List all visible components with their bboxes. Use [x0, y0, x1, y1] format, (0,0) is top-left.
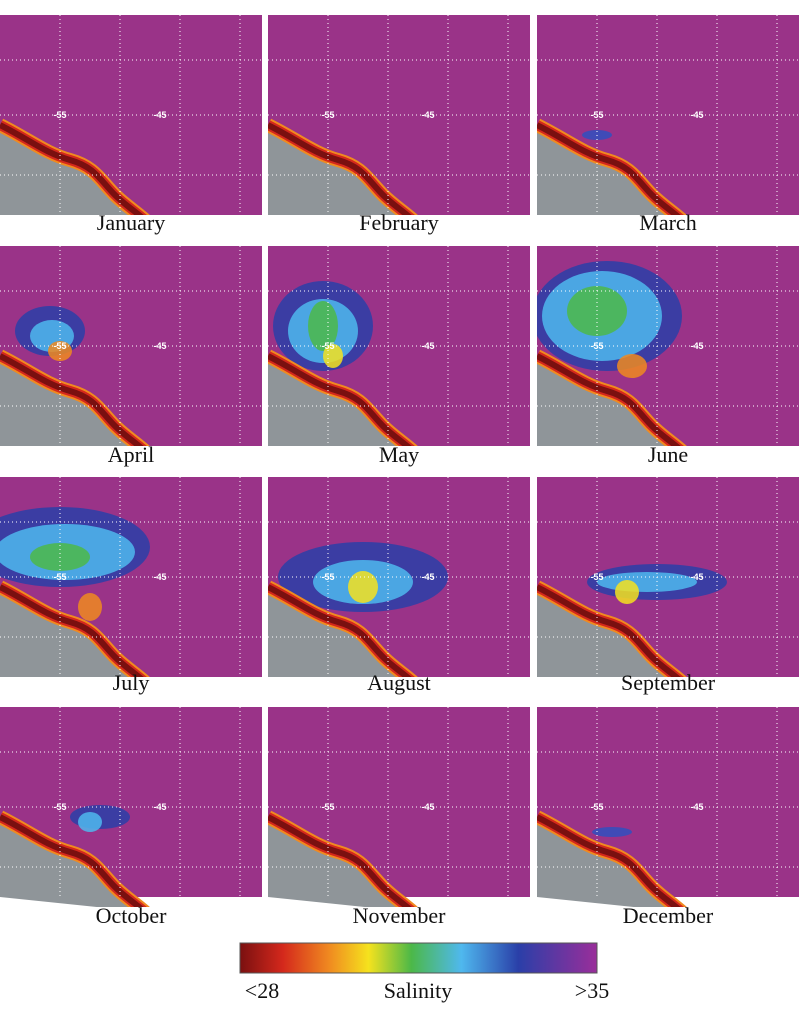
plume: [348, 571, 378, 603]
grid-label: -55: [590, 572, 603, 582]
grid-label: -55: [53, 572, 66, 582]
month-label: August: [367, 670, 431, 695]
map-panel: -55 -45: [268, 707, 530, 907]
map-panel: -55 -45: [537, 15, 799, 215]
colorbar-min: <28: [245, 978, 279, 1003]
grid-label: -55: [53, 341, 66, 351]
grid-label: -45: [421, 572, 434, 582]
month-label: November: [353, 903, 447, 928]
month-label: May: [379, 442, 419, 467]
month-label: February: [359, 210, 438, 235]
month-label: September: [621, 670, 716, 695]
plume: [78, 812, 102, 832]
coast-band: [268, 122, 412, 215]
grid-label: -45: [421, 802, 434, 812]
coast-band: [537, 122, 681, 215]
map-panel: -55 -45: [537, 707, 799, 907]
coast-band: [0, 814, 144, 907]
map-panel: -55 -45: [0, 15, 262, 215]
grid-label: -45: [153, 802, 166, 812]
grid-label: -45: [421, 341, 434, 351]
month-label: July: [113, 670, 150, 695]
grid-label: -45: [153, 572, 166, 582]
grid-label: -45: [153, 110, 166, 120]
grid-label: -45: [153, 341, 166, 351]
coast-band: [537, 353, 681, 446]
grid-label: -45: [690, 572, 703, 582]
map-panel: -55 -45: [268, 477, 530, 677]
coast-band: [268, 353, 412, 446]
coast-band: [0, 584, 144, 677]
colorbar-max: >35: [575, 978, 609, 1003]
plume: [615, 580, 639, 604]
grid-label: -55: [590, 802, 603, 812]
coast-band: [537, 584, 681, 677]
grid-label: -45: [690, 341, 703, 351]
map-panel: -55 -45: [0, 246, 262, 446]
month-label: June: [648, 442, 688, 467]
plume: [308, 301, 338, 351]
plume: [78, 593, 102, 621]
coast-band: [268, 814, 412, 907]
grid-label: -55: [53, 802, 66, 812]
grid-label: -55: [590, 341, 603, 351]
month-label: October: [96, 903, 168, 928]
plume: [617, 354, 647, 378]
colorbar-title: Salinity: [384, 978, 452, 1003]
month-label: January: [97, 210, 165, 235]
map-panel: -55 -45: [0, 707, 262, 907]
grid-label: -55: [321, 110, 334, 120]
map-panel: -55 -45: [0, 477, 262, 677]
map-panel: -55 -45: [268, 246, 530, 446]
plume: [597, 572, 697, 592]
map-panel: -55 -45: [537, 246, 799, 446]
grid-label: -55: [321, 572, 334, 582]
grid-label: -45: [690, 802, 703, 812]
coast-band: [537, 814, 681, 907]
month-label: March: [639, 210, 696, 235]
grid-label: -45: [690, 110, 703, 120]
coast-band: [0, 122, 144, 215]
grid-label: -55: [590, 110, 603, 120]
grid-label: -55: [53, 110, 66, 120]
month-label: April: [108, 442, 154, 467]
plume: [592, 827, 632, 837]
month-label: December: [623, 903, 714, 928]
map-panel: -55 -45: [537, 477, 799, 677]
coast-band: [268, 584, 412, 677]
grid-label: -55: [321, 341, 334, 351]
map-panel: -55 -45: [268, 15, 530, 215]
colorbar: [239, 942, 598, 974]
grid-label: -45: [421, 110, 434, 120]
grid-label: -55: [321, 802, 334, 812]
coast-band: [0, 353, 144, 446]
